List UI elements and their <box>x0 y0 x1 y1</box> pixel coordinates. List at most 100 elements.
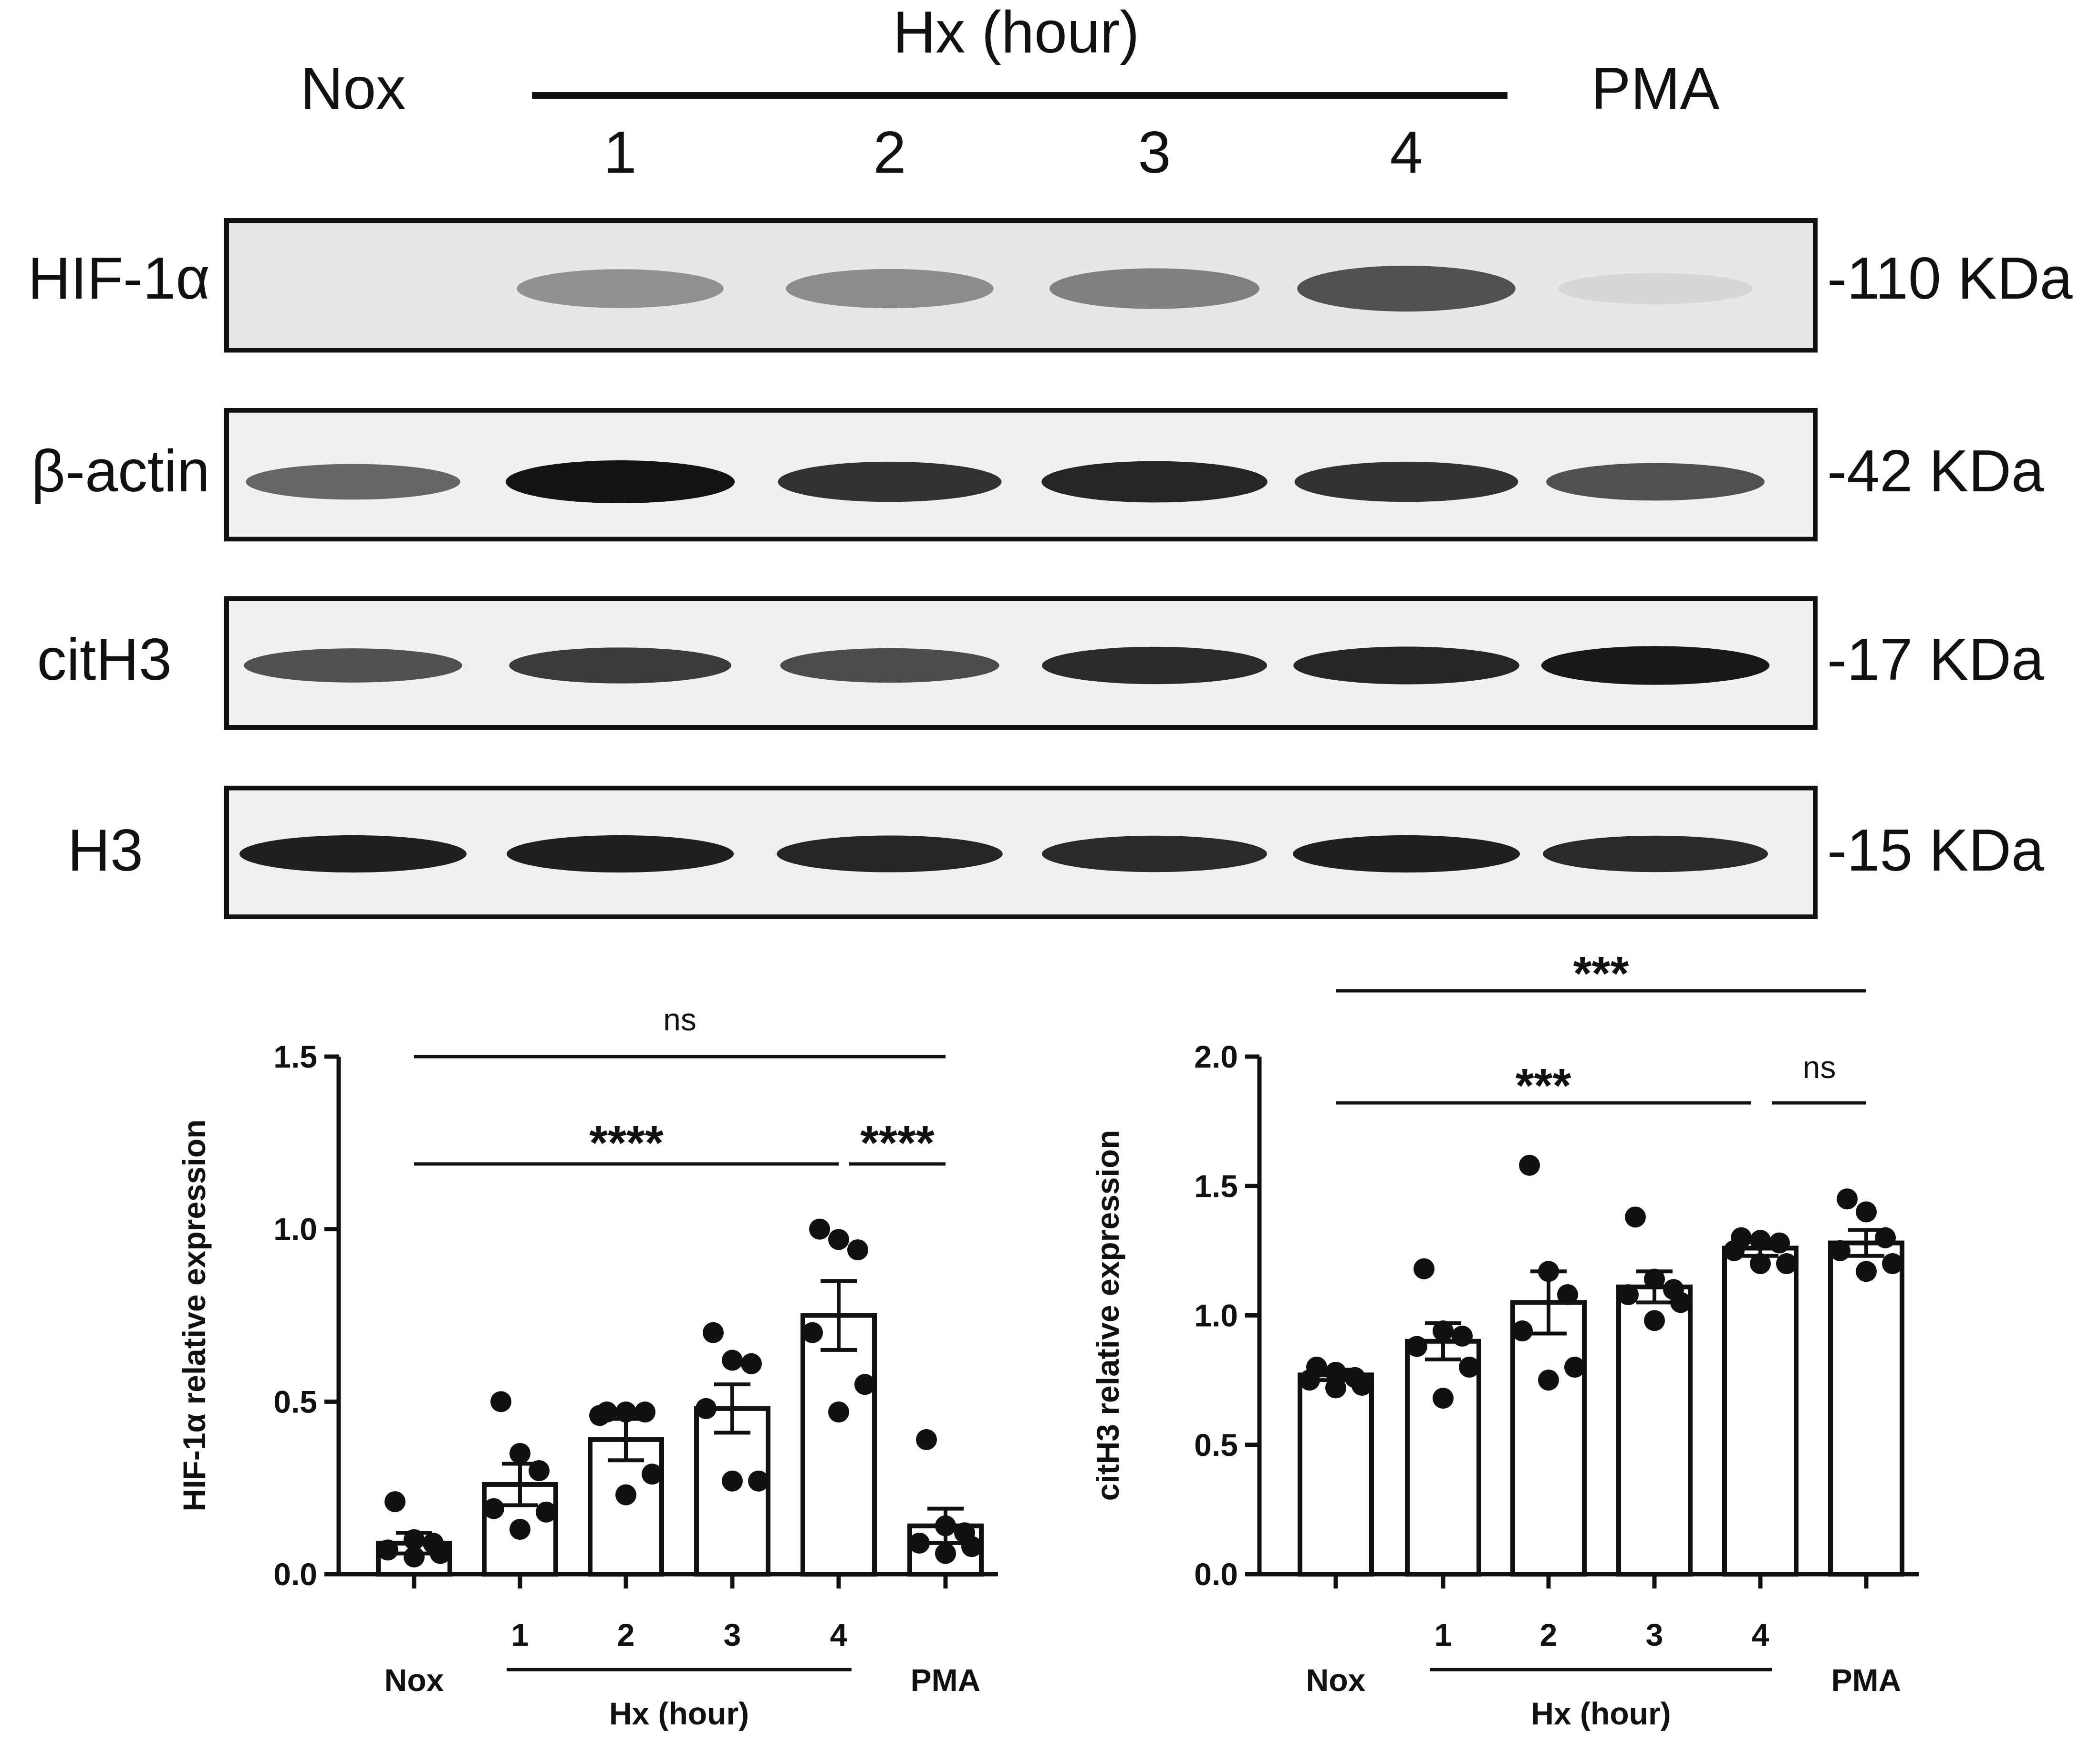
significance-label: **** <box>589 1116 664 1170</box>
data-point <box>1644 1268 1665 1290</box>
data-point <box>1351 1374 1372 1396</box>
blot-band <box>1042 835 1267 872</box>
blot-band <box>246 464 460 500</box>
x-tick-label: PMA <box>1831 1662 1902 1698</box>
blot-row-label: citH3 <box>37 627 172 693</box>
y-tick-label: 1.0 <box>273 1212 317 1247</box>
data-point <box>1875 1227 1896 1248</box>
x-tick-label: 2 <box>617 1617 635 1652</box>
data-point <box>1538 1370 1559 1391</box>
blot-row-cith3: citH3 -17 KDa <box>37 596 2044 730</box>
data-point <box>909 1532 930 1554</box>
data-point <box>1724 1240 1745 1261</box>
y-tick-label: 0.5 <box>273 1384 317 1419</box>
data-point <box>536 1501 557 1523</box>
data-point <box>1856 1201 1877 1223</box>
data-point <box>1452 1325 1473 1347</box>
data-point <box>509 1443 530 1464</box>
blot-band <box>1041 461 1268 503</box>
blot-band <box>509 647 731 684</box>
data-point <box>385 1491 405 1513</box>
data-point <box>809 1218 830 1240</box>
blot-band <box>777 835 1003 872</box>
x-tick-label: Nox <box>385 1662 444 1698</box>
data-point <box>828 1229 849 1250</box>
blot-band <box>780 648 999 683</box>
data-point <box>490 1391 511 1412</box>
blot-row-h3: H3 -15 KDa <box>67 786 2044 919</box>
data-point <box>1830 1240 1850 1261</box>
blot-band <box>786 269 994 309</box>
blot-band <box>1297 265 1516 312</box>
blot-header-hx: Hx (hour) <box>893 0 1140 65</box>
x-tick-label: 2 <box>1540 1617 1558 1652</box>
data-point <box>430 1543 451 1564</box>
data-point <box>1618 1284 1639 1306</box>
data-point <box>1837 1188 1858 1210</box>
significance-label: *** <box>1516 1059 1571 1112</box>
data-point <box>828 1401 849 1423</box>
bar <box>1828 1240 1904 1577</box>
data-point <box>1433 1388 1454 1409</box>
data-point <box>916 1429 937 1450</box>
data-point <box>722 1470 743 1492</box>
blot-row-label: H3 <box>67 818 143 883</box>
data-point <box>1557 1284 1578 1306</box>
y-tick-label: 2.0 <box>1194 1039 1238 1074</box>
blot-row-hif1a: HIF-1α -110 KDa <box>28 218 2073 353</box>
data-point <box>1625 1206 1646 1228</box>
y-axis-label: HIF-1α relative expression <box>177 1120 212 1512</box>
data-point <box>1882 1253 1903 1274</box>
data-point <box>1406 1336 1427 1357</box>
cith3-bar-chart: 0.0 0.5 1.0 1.5 2.0 citH3 relative expression… <box>1090 947 1919 1731</box>
data-point <box>1564 1357 1585 1378</box>
data-point <box>377 1539 398 1561</box>
data-point <box>854 1374 875 1395</box>
data-point <box>935 1543 956 1564</box>
data-point <box>483 1498 504 1519</box>
blot-header-hour-1: 1 <box>604 120 637 186</box>
blot-band <box>507 835 734 873</box>
blot-row-beta-actin: β-actin -42 KDa <box>31 408 2044 541</box>
blot-band <box>1293 835 1520 873</box>
data-point <box>615 1401 636 1423</box>
blot-panel <box>224 218 1818 353</box>
data-point <box>529 1460 550 1481</box>
data-point <box>1459 1357 1480 1378</box>
bar <box>1616 1284 1693 1577</box>
blot-band <box>1546 463 1765 501</box>
blot-band <box>1293 646 1519 685</box>
data-point <box>634 1401 655 1423</box>
x-tick-label: Nox <box>1306 1662 1366 1698</box>
data-point <box>1538 1261 1559 1282</box>
data-point <box>935 1515 956 1536</box>
bar <box>1298 1372 1374 1577</box>
bar <box>1510 1300 1587 1577</box>
blot-band <box>1050 268 1259 309</box>
x-tick-label: 1 <box>511 1617 529 1652</box>
blot-header-hour-3: 3 <box>1138 120 1171 186</box>
data-point <box>748 1470 769 1492</box>
y-tick-label: 0.0 <box>273 1557 317 1592</box>
x-tick-label: 1 <box>1435 1617 1452 1652</box>
hif1a-bar-chart: 0.0 0.5 1.0 1.5 HIF-1α relative expression No… <box>177 1002 998 1731</box>
data-point <box>615 1484 636 1505</box>
blot-row-weight: -110 KDa <box>1827 246 2073 311</box>
blot-band <box>506 460 735 503</box>
significance-label: *** <box>1573 947 1629 1000</box>
data-point <box>1325 1361 1346 1383</box>
data-point <box>722 1350 743 1371</box>
group-label: Hx (hour) <box>1531 1696 1671 1731</box>
data-point <box>1512 1320 1533 1342</box>
data-point <box>589 1405 610 1426</box>
blot-header-nox: Nox <box>301 56 406 122</box>
data-point <box>741 1353 762 1374</box>
blot-row-weight: -15 KDa <box>1827 818 2044 883</box>
blot-row-weight: -42 KDa <box>1827 438 2044 504</box>
y-tick-label: 1.5 <box>273 1039 317 1074</box>
data-point <box>1750 1253 1771 1274</box>
blot-band <box>517 269 724 308</box>
blot-row-label: β-actin <box>31 438 210 504</box>
blot-band <box>1541 646 1770 685</box>
x-tick-label: PMA <box>911 1662 981 1698</box>
